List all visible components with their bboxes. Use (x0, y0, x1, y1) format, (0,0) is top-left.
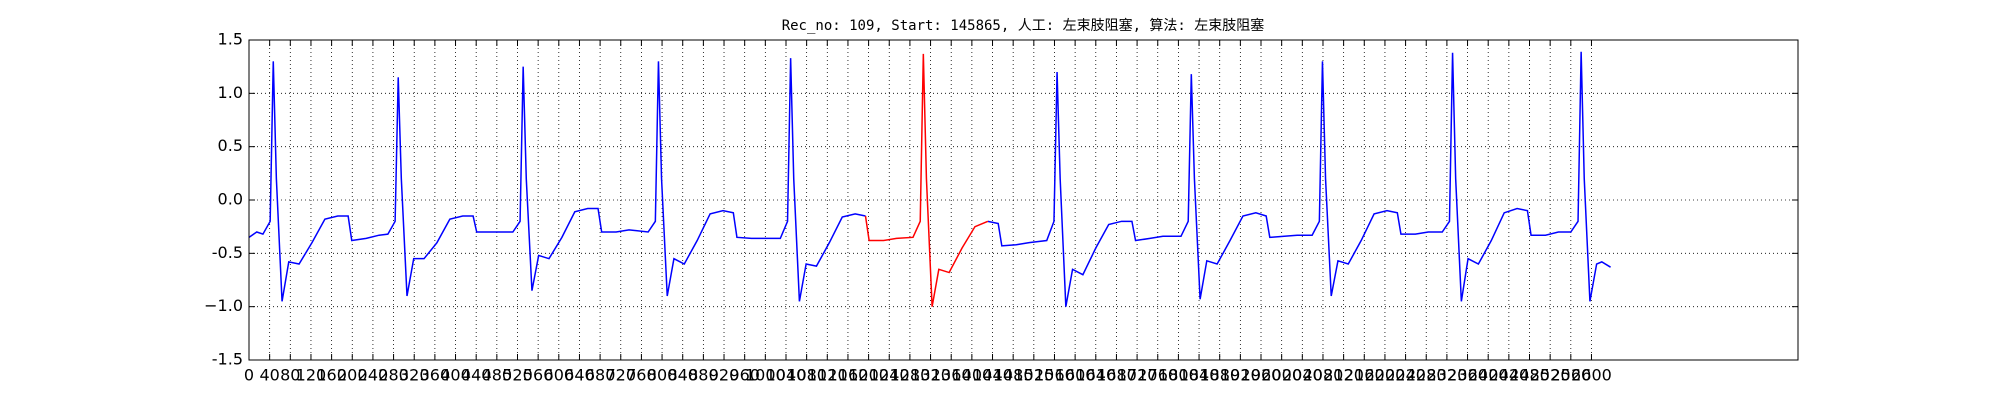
x-tick-label: 2480 (1509, 366, 1550, 385)
x-tick-label: 840 (667, 366, 698, 385)
x-tick-label: 1440 (972, 366, 1013, 385)
x-tick-label: 2320 (1427, 366, 1468, 385)
x-tick-label: 160 (316, 366, 347, 385)
y-tick-label: 0.0 (218, 190, 243, 209)
x-tick-label: 1960 (1241, 366, 1282, 385)
y-tick-label: 1.0 (218, 83, 243, 102)
x-tick-label: 1680 (1096, 366, 1137, 385)
x-tick-label: 2600 (1571, 366, 1612, 385)
x-tick-label: 320 (399, 366, 430, 385)
x-tick-label: 200 (337, 366, 368, 385)
x-tick-label: 600 (544, 366, 575, 385)
x-tick-label: 2360 (1447, 366, 1488, 385)
x-tick-label: 1320 (910, 366, 951, 385)
x-tick-label: 40 (259, 366, 279, 385)
x-tick-label: 440 (461, 366, 492, 385)
y-tick-label: −1.0 (204, 296, 243, 315)
x-tick-label: 2400 (1468, 366, 1509, 385)
x-tick-label: 1120 (807, 366, 848, 385)
x-tick-label: 960 (729, 366, 760, 385)
plot-frame (248, 39, 1799, 361)
x-tick-label: 1480 (993, 366, 1034, 385)
x-tick-label: 2120 (1323, 366, 1364, 385)
x-tick-label: 880 (688, 366, 719, 385)
x-tick-label: 2160 (1344, 366, 1385, 385)
x-tick-label: 760 (626, 366, 657, 385)
x-tick-label: 1240 (869, 366, 910, 385)
x-tick-label: 480 (482, 366, 513, 385)
x-tick-label: 1000 (745, 366, 786, 385)
x-tick-label: 1920 (1220, 366, 1261, 385)
y-tick-label: -1.5 (212, 350, 243, 369)
x-tick-label: 1400 (952, 366, 993, 385)
x-tick-label: 800 (647, 366, 678, 385)
x-tick-label: 680 (585, 366, 616, 385)
x-tick-label: 2520 (1530, 366, 1571, 385)
chart-title: Rec_no: 109, Start: 145865, 人工: 左束肢阻塞, 算… (782, 17, 1265, 34)
x-tick-label: 920 (709, 366, 740, 385)
series-line (987, 51, 1611, 307)
x-tick-label: 1600 (1055, 366, 1096, 385)
x-tick-label: 2560 (1550, 366, 1591, 385)
x-tick-label: 80 (280, 366, 300, 385)
x-tick-label: 1040 (766, 366, 807, 385)
x-tick-label: 640 (564, 366, 595, 385)
x-tick-label: 1520 (1013, 366, 1054, 385)
x-tick-label: 2280 (1406, 366, 1447, 385)
x-tick-label: 2040 (1282, 366, 1323, 385)
x-tick-label: 1760 (1137, 366, 1178, 385)
series-line (864, 53, 989, 307)
x-tick-label: 2200 (1365, 366, 1406, 385)
x-tick-label: 0 (244, 366, 254, 385)
x-tick-label: 1160 (828, 366, 869, 385)
x-tick-label: 2240 (1385, 366, 1426, 385)
x-tick-label: 720 (605, 366, 636, 385)
y-tick-label: 0.5 (218, 136, 243, 155)
x-tick-label: 1840 (1179, 366, 1220, 385)
x-tick-label: 560 (523, 366, 554, 385)
y-tick-label: 1.5 (218, 30, 243, 49)
x-tick-label: 360 (420, 366, 451, 385)
x-tick-label: 240 (358, 366, 389, 385)
x-tick-label: 2080 (1303, 366, 1344, 385)
x-tick-label: 1880 (1199, 366, 1240, 385)
x-tick-label: 400 (440, 366, 471, 385)
x-tick-label: 2440 (1488, 366, 1529, 385)
x-tick-label: 1720 (1117, 366, 1158, 385)
x-tick-label: 1560 (1034, 366, 1075, 385)
x-tick-label: 520 (502, 366, 533, 385)
x-tick-label: 1200 (848, 366, 889, 385)
x-tick-label: 2000 (1261, 366, 1302, 385)
x-tick-label: 1800 (1158, 366, 1199, 385)
x-tick-label: 1080 (786, 366, 827, 385)
series-line (248, 58, 866, 302)
x-tick-label: 280 (378, 366, 409, 385)
y-tick-label: -0.5 (212, 243, 243, 262)
x-tick-label: 120 (296, 366, 327, 385)
x-tick-label: 1640 (1075, 366, 1116, 385)
x-tick-label: 1360 (931, 366, 972, 385)
x-tick-label: 1280 (890, 366, 931, 385)
